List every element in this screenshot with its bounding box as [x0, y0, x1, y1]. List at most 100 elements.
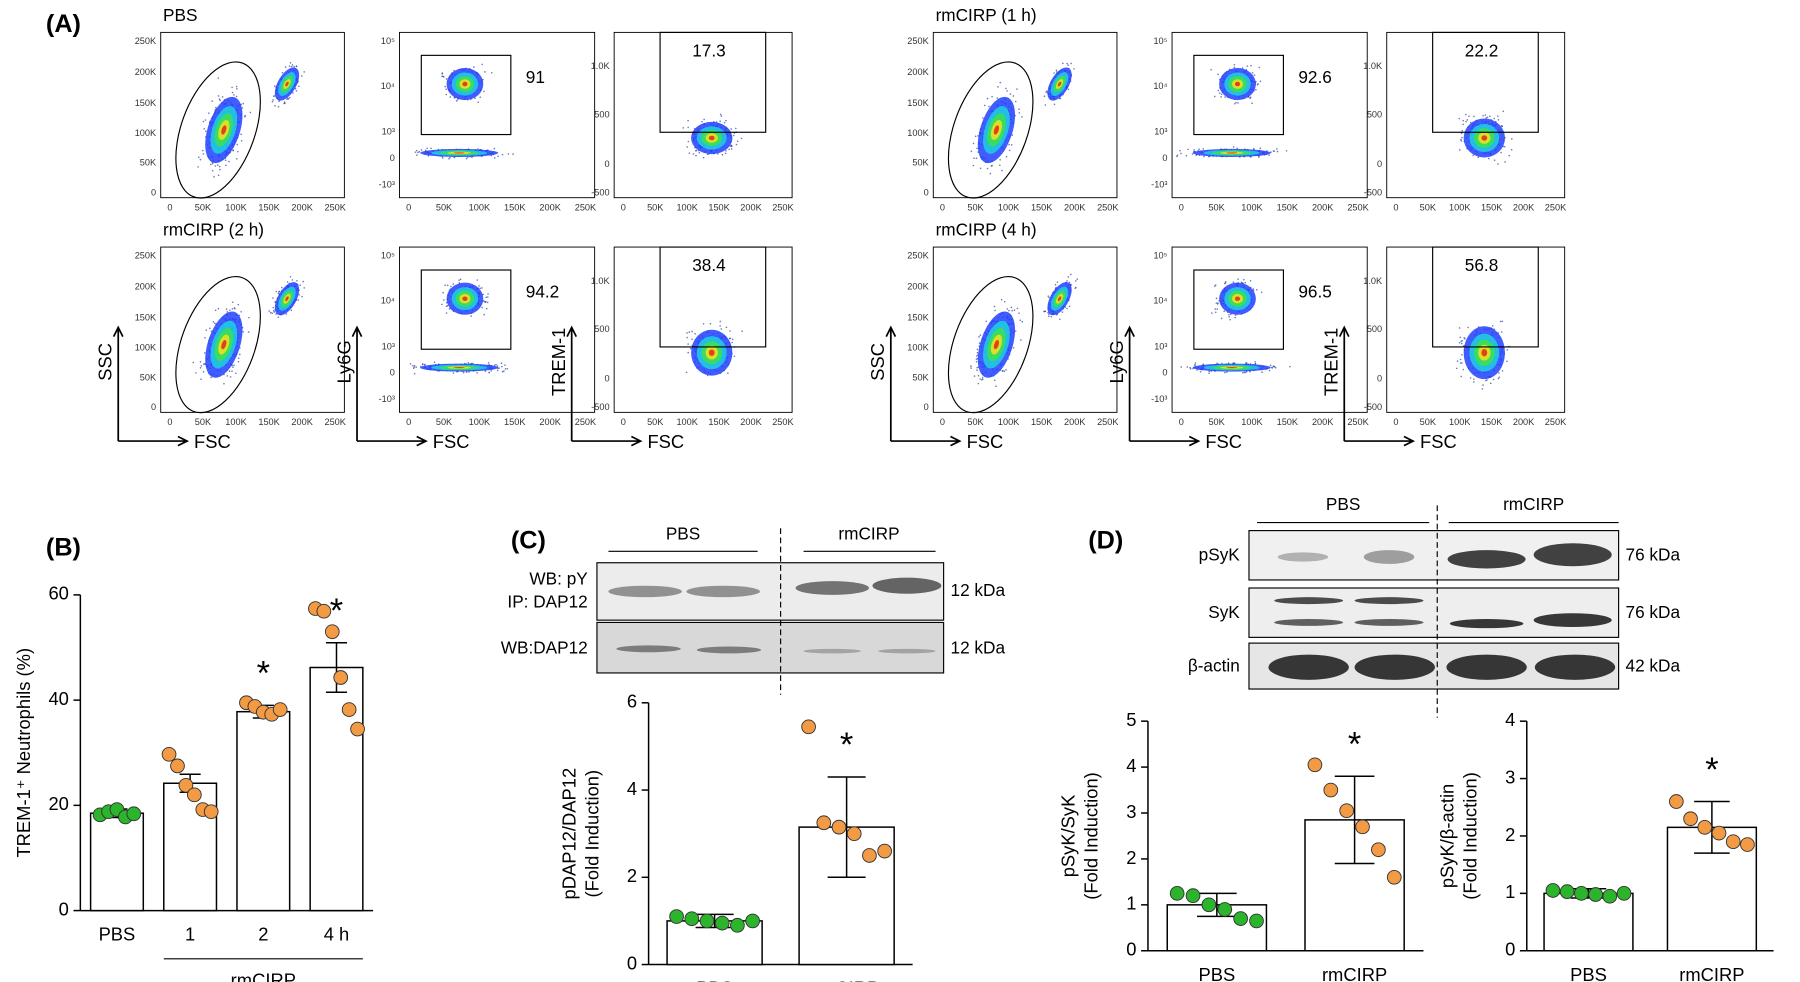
- event-dot: [740, 137, 743, 140]
- gate-value: 22.2: [1465, 40, 1498, 60]
- y-tick-label: 4: [1126, 755, 1136, 776]
- y-tick-label: 10⁵: [1153, 251, 1167, 261]
- event-dot: [1269, 364, 1272, 367]
- event-dot: [1246, 65, 1249, 67]
- event-dot: [236, 88, 238, 90]
- y-tick-label: 1.0K: [1363, 61, 1383, 71]
- event-dot: [1460, 138, 1462, 141]
- event-dot: [205, 329, 208, 331]
- event-dot: [290, 65, 293, 68]
- event-dot: [1484, 114, 1487, 116]
- event-dot: [981, 378, 984, 381]
- event-dot: [232, 366, 234, 368]
- event-dot: [235, 95, 238, 98]
- axis-label: FSC: [647, 431, 684, 452]
- plot-frame: [1171, 246, 1368, 413]
- event-dot: [452, 283, 455, 285]
- event-dot: [1005, 155, 1008, 158]
- event-dot: [1066, 62, 1068, 65]
- x-tick-label: 250K: [1545, 417, 1567, 427]
- event-dot: [467, 362, 470, 364]
- y-tick-label: 0: [1377, 373, 1382, 383]
- event-dot: [240, 133, 242, 136]
- event-dot: [497, 155, 499, 158]
- event-dot: [1203, 155, 1205, 158]
- event-dot: [728, 337, 731, 340]
- y-tick-label: 150K: [135, 313, 157, 323]
- x-tick-label: 0: [167, 202, 172, 212]
- event-dot: [504, 364, 506, 366]
- data-point: [699, 913, 715, 929]
- data-point: [1339, 803, 1355, 819]
- event-dot: [274, 301, 276, 303]
- y-axis-label: (Fold Induction): [1460, 772, 1481, 900]
- event-dot: [210, 376, 212, 379]
- x-tick-label: PBS: [99, 924, 136, 945]
- panel-label: (A): [46, 10, 81, 38]
- error-bar: [827, 776, 866, 879]
- event-dot: [456, 98, 459, 101]
- event-dot: [444, 284, 446, 286]
- band: [1354, 654, 1435, 680]
- plot-frame: [160, 246, 345, 413]
- event-dot: [1186, 366, 1189, 368]
- event-dot: [1497, 377, 1500, 380]
- event-dot: [501, 370, 504, 373]
- data-point: [1574, 886, 1589, 901]
- y-tick-label: 5: [1126, 709, 1136, 730]
- event-dot: [709, 322, 712, 325]
- y-tick-label: 150K: [907, 98, 929, 108]
- x-tick-label: 150K: [708, 417, 730, 427]
- band: [1274, 618, 1344, 626]
- event-dot: [1010, 306, 1013, 309]
- event-dot: [1276, 148, 1278, 150]
- data-point: [745, 913, 760, 929]
- x-tick-label: 100K: [998, 202, 1020, 212]
- event-dot: [488, 371, 491, 374]
- event-dot: [1499, 320, 1502, 323]
- x-tick-label: 150K: [1481, 417, 1503, 427]
- event-dot: [1012, 346, 1015, 349]
- flow-plot: 92.6 0 50K 100K 150K 200K 250K 10⁵ 10⁴ 10³ 0 -10³: [1151, 31, 1370, 212]
- event-dot: [498, 367, 500, 369]
- event-dot: [412, 364, 414, 367]
- density: [1057, 296, 1062, 302]
- event-dot: [990, 165, 993, 167]
- event-dot: [977, 135, 979, 137]
- significance: *: [330, 592, 343, 630]
- event-dot: [1272, 150, 1275, 152]
- event-dot: [301, 295, 303, 298]
- event-dot: [477, 101, 479, 103]
- size-label: 42 kDa: [1626, 656, 1681, 676]
- event-dot: [1458, 341, 1461, 344]
- event-dot: [1043, 95, 1046, 98]
- event-dot: [1068, 281, 1071, 284]
- event-dot: [1459, 358, 1462, 361]
- event-dot: [1067, 276, 1070, 278]
- event-dot: [1001, 370, 1004, 372]
- event-dot: [445, 312, 448, 314]
- x-tick-label: 50K: [967, 202, 984, 212]
- event-dot: [203, 127, 206, 130]
- event-dot: [249, 111, 252, 114]
- event-dot: [1510, 148, 1513, 151]
- event-dot: [1053, 72, 1055, 74]
- event-dot: [1489, 382, 1492, 385]
- event-dot: [506, 367, 509, 370]
- x-tick-label: 50K: [436, 417, 453, 427]
- event-dot: [1232, 281, 1235, 283]
- event-dot: [719, 120, 721, 123]
- event-dot: [997, 86, 999, 88]
- density: [993, 125, 1000, 135]
- event-dot: [1194, 362, 1197, 364]
- event-dot: [286, 281, 289, 283]
- density: [453, 152, 465, 154]
- event-dot: [1048, 313, 1050, 315]
- event-dot: [1462, 123, 1464, 126]
- event-dot: [231, 301, 234, 304]
- axis-arrow: [112, 325, 190, 447]
- event-dot: [1073, 68, 1075, 70]
- x-tick-label: 150K: [504, 417, 526, 427]
- event-dot: [1066, 307, 1068, 310]
